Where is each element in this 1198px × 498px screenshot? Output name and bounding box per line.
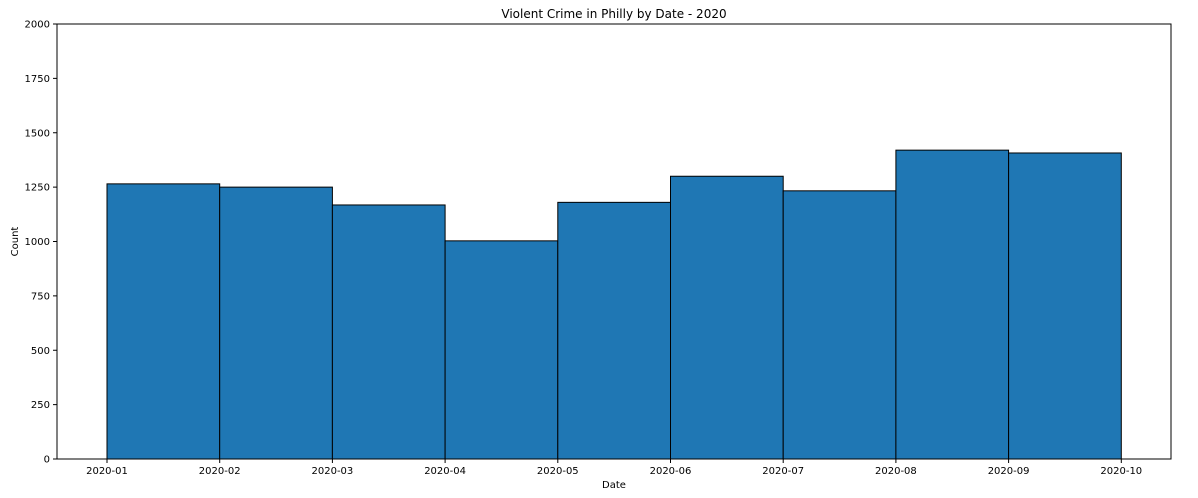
bars-group bbox=[106, 149, 1122, 460]
histogram-bar-9 bbox=[1008, 152, 1122, 460]
x-tick-label: 2020-09 bbox=[988, 466, 1030, 477]
chart-title: Violent Crime in Philly by Date - 2020 bbox=[501, 7, 726, 21]
y-tick-label: 500 bbox=[31, 346, 50, 357]
histogram-bar-1 bbox=[106, 183, 221, 460]
y-tick-label: 0 bbox=[44, 455, 50, 466]
histogram-bar-2 bbox=[219, 186, 333, 460]
x-axis: 2020-01 2020-02 2020-03 2020-04 2020-05 2020-… bbox=[86, 459, 1142, 477]
x-tick-label: 2020-02 bbox=[199, 466, 241, 477]
x-tick-label: 2020-04 bbox=[424, 466, 466, 477]
x-tick-label: 2020-06 bbox=[650, 466, 692, 477]
y-tick-label: 1500 bbox=[25, 128, 50, 139]
y-tick-label: 2000 bbox=[25, 20, 50, 31]
y-tick-label: 1000 bbox=[25, 237, 50, 248]
x-tick-label: 2020-08 bbox=[875, 466, 917, 477]
histogram-bar-4 bbox=[444, 240, 559, 460]
histogram-bar-3 bbox=[331, 204, 446, 460]
histogram-bar-7 bbox=[782, 190, 897, 460]
x-tick-label: 2020-10 bbox=[1100, 466, 1142, 477]
y-tick-label: 750 bbox=[31, 291, 50, 302]
y-tick-label: 1750 bbox=[25, 74, 50, 85]
histogram-bar-5 bbox=[557, 201, 671, 460]
y-axis: 0 250 500 750 1000 1250 1500 1750 2000 bbox=[25, 20, 57, 466]
x-tick-label: 2020-05 bbox=[537, 466, 579, 477]
y-axis-label: Count bbox=[10, 227, 21, 257]
x-axis-label: Date bbox=[602, 480, 626, 491]
histogram-bar-8 bbox=[895, 149, 1010, 460]
x-tick-label: 2020-07 bbox=[762, 466, 804, 477]
y-tick-label: 1250 bbox=[25, 183, 50, 194]
y-tick-label: 250 bbox=[31, 400, 50, 411]
histogram-bar-6 bbox=[670, 175, 784, 460]
x-tick-label: 2020-03 bbox=[312, 466, 354, 477]
x-tick-label: 2020-01 bbox=[86, 466, 128, 477]
